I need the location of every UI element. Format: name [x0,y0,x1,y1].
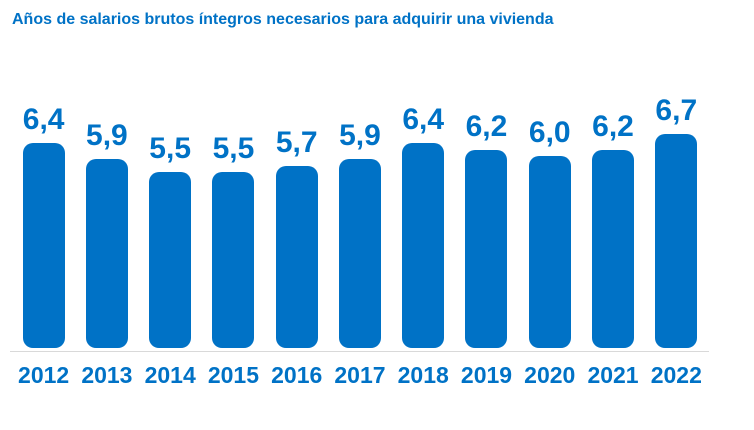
bar-value-label: 6,0 [528,116,571,149]
bar-column: 6,2 [581,88,644,348]
bars-row: 6,4 5,9 5,5 5,5 5,7 5,9 6,4 6,2 6,0 6,2 6,7 [12,88,708,348]
bar-value-label: 6,4 [402,103,445,137]
bar-value-label: 6,2 [592,109,634,143]
bar-column: 6,4 [12,88,75,348]
bar-column: 5,7 [265,88,328,348]
bar-column: 6,7 [645,88,708,348]
x-axis-tick-label: 2016 [271,362,323,388]
bar-value-label: 5,9 [86,119,128,153]
x-axis-tick-label: 2012 [18,362,70,388]
bar [402,143,445,348]
x-axis-line [10,351,709,352]
bar [528,156,571,348]
x-axis-tick-label: 2014 [144,362,196,388]
bar-column: 5,9 [75,88,138,348]
bar [338,159,381,348]
bar-column: 5,5 [139,88,202,348]
bar-value-label: 5,7 [275,125,318,159]
bar-column: 6,4 [392,88,455,348]
bar-value-label: 5,5 [149,132,192,165]
bar-column: 6,2 [455,88,518,348]
bar [465,149,508,348]
bar-column: 6,0 [518,88,581,348]
bar-value-label: 5,5 [212,132,255,165]
chart-title: Años de salarios brutos íntegros necesar… [12,11,554,28]
bar-column: 5,9 [328,88,391,348]
bar-value-label: 5,9 [339,119,381,153]
x-axis-tick-label: 2022 [650,362,702,388]
x-axis-labels: 2012 2013 2014 2015 2016 2017 2018 2019 2020 2021… [12,362,708,388]
x-axis-tick-label: 2018 [397,362,449,388]
bar [655,133,698,348]
bar-column: 5,5 [202,88,265,348]
bar-value-label: 6,7 [655,93,698,127]
bar-value-label: 6,4 [22,103,65,137]
x-axis-tick-label: 2020 [524,362,576,388]
x-axis-tick-label: 2019 [460,362,513,388]
bar [212,172,255,348]
x-axis-tick-label: 2017 [334,362,386,388]
bar [85,159,128,348]
x-axis-tick-label: 2021 [587,362,639,388]
bar [592,149,635,348]
x-axis-tick-label: 2013 [81,362,133,388]
bar [275,165,318,348]
x-axis-tick-label: 2015 [207,362,260,388]
bar-value-label: 6,2 [465,109,508,143]
bar [149,172,192,348]
bar [22,143,65,348]
